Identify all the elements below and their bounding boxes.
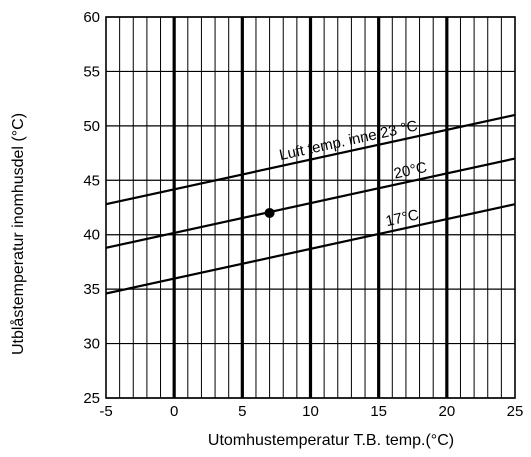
- y-tick-label: 25: [83, 390, 100, 407]
- grid-layer: [105, 16, 516, 399]
- series-layer: [105, 113, 516, 295]
- plot-frame-layer: [105, 16, 516, 399]
- x-tick-label: 10: [302, 403, 319, 420]
- tick-label-layer: -5 0 5 10 15 20 25 25 30 35 40 45 50 55 60: [83, 9, 523, 420]
- x-axis-label: Utomhustemperatur T.B. temp.(°C): [208, 432, 454, 449]
- x-tick-label: 5: [238, 403, 246, 420]
- x-tick-label: 25: [507, 403, 524, 420]
- y-tick-label: 45: [83, 172, 100, 189]
- data-point-marker: [264, 207, 275, 218]
- y-tick-label: 60: [83, 9, 100, 26]
- series-line-2: [105, 203, 516, 295]
- y-tick-label: 40: [83, 227, 100, 244]
- x-tick-label: 15: [370, 403, 387, 420]
- x-tick-label: 20: [438, 403, 455, 420]
- y-axis-label: Utblåstemperatur inomhusdel (°C): [9, 113, 27, 355]
- series-line-1: [105, 157, 516, 249]
- x-tick-label: 0: [170, 403, 178, 420]
- x-tick-label: -5: [99, 403, 112, 420]
- y-tick-label: 55: [83, 63, 100, 80]
- y-tick-label: 50: [83, 118, 100, 135]
- series-label-1: 20°C: [392, 159, 429, 183]
- y-tick-label: 30: [83, 336, 100, 353]
- y-tick-label: 35: [83, 281, 100, 298]
- series-line-0: [105, 113, 516, 206]
- plot-frame: [105, 16, 516, 399]
- series-label-layer: Luft temp. inne.23 °C20°C17°C: [278, 117, 429, 230]
- series-label-2: 17°C: [384, 206, 421, 230]
